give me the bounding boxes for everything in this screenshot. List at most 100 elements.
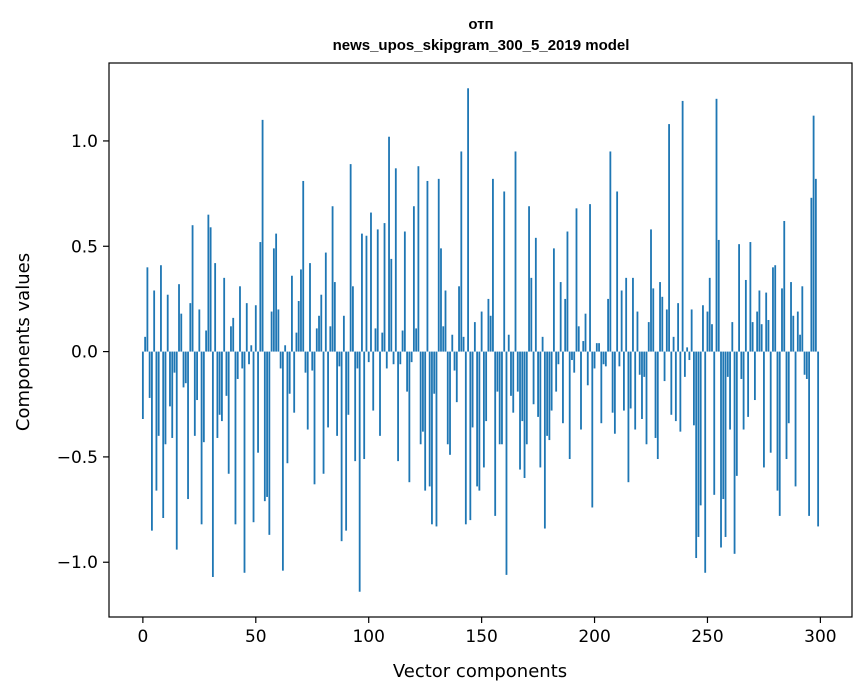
bar xyxy=(331,206,334,352)
bar xyxy=(309,263,311,352)
bar xyxy=(155,351,158,491)
bar xyxy=(284,345,287,352)
bar xyxy=(494,351,497,516)
bar xyxy=(397,351,399,462)
bar xyxy=(300,269,302,352)
bar xyxy=(589,204,591,352)
bar xyxy=(729,351,731,430)
bar xyxy=(564,298,567,352)
bar xyxy=(455,351,458,403)
bar xyxy=(424,351,427,491)
bar xyxy=(555,351,558,392)
bar xyxy=(810,197,813,352)
bar xyxy=(345,351,348,531)
bar xyxy=(584,313,587,352)
bar xyxy=(758,290,761,352)
bar xyxy=(449,351,451,455)
bar xyxy=(767,319,770,352)
bar xyxy=(410,351,413,363)
chart-subtitle: news_upos_skipgram_300_5_2019 model xyxy=(333,37,630,54)
bar xyxy=(751,322,754,352)
bar xyxy=(489,315,492,352)
bar xyxy=(769,351,772,453)
bar xyxy=(711,324,713,352)
bar xyxy=(699,351,702,506)
bar xyxy=(408,351,411,483)
bar xyxy=(744,279,747,352)
bar xyxy=(363,351,366,460)
bar xyxy=(390,258,393,352)
bar xyxy=(248,351,250,365)
bar xyxy=(295,332,298,352)
bar xyxy=(313,351,316,485)
bar xyxy=(157,351,160,436)
bar xyxy=(146,267,149,352)
bar xyxy=(460,151,463,352)
y-axis-ticks: −1.0 −0.5 0.0 0.5 1.0 xyxy=(57,132,109,573)
bar xyxy=(482,351,485,468)
bar xyxy=(595,343,598,352)
bar xyxy=(790,282,792,352)
bar xyxy=(702,305,704,352)
bar xyxy=(209,227,212,352)
bar xyxy=(781,288,783,352)
bar xyxy=(485,351,488,422)
bar xyxy=(311,351,314,371)
bar xyxy=(376,229,379,352)
bar xyxy=(214,263,217,352)
bars-group xyxy=(141,88,820,592)
y-tick-label: 0.5 xyxy=(71,237,98,257)
bar xyxy=(803,351,806,375)
bar xyxy=(814,178,817,352)
bar xyxy=(333,282,336,352)
bar xyxy=(182,351,185,388)
bar xyxy=(480,311,483,352)
bar xyxy=(272,248,275,352)
bar xyxy=(501,351,503,445)
bar xyxy=(354,351,357,462)
bar xyxy=(679,351,682,432)
bar xyxy=(774,265,777,352)
bar xyxy=(715,98,718,352)
bar xyxy=(365,235,368,352)
bar xyxy=(652,288,655,352)
bar xyxy=(686,347,689,352)
x-axis-ticks: 0 50 100 150 200 250 300 xyxy=(137,617,837,647)
bar xyxy=(406,351,409,392)
bar xyxy=(361,233,363,352)
bar xyxy=(254,305,257,352)
bar xyxy=(394,168,397,352)
chart-title: отп xyxy=(468,16,493,33)
bar xyxy=(268,351,271,535)
bar xyxy=(293,351,296,413)
bar xyxy=(507,334,510,352)
bar xyxy=(609,151,612,352)
bar xyxy=(801,286,804,352)
bar xyxy=(627,351,630,483)
bar xyxy=(541,336,544,352)
bar xyxy=(218,351,221,415)
bar xyxy=(632,277,634,352)
bar xyxy=(620,290,623,352)
bar xyxy=(189,303,192,352)
bar xyxy=(512,351,515,413)
bar xyxy=(562,351,564,424)
bar xyxy=(205,330,208,352)
bar xyxy=(523,351,526,478)
bar xyxy=(453,351,456,371)
bar xyxy=(636,311,639,352)
bar xyxy=(582,341,585,352)
bar xyxy=(638,351,641,375)
bar xyxy=(367,351,370,363)
bar xyxy=(492,178,494,352)
bar xyxy=(196,351,198,401)
bar xyxy=(654,351,657,438)
bar xyxy=(216,351,219,438)
bar xyxy=(234,351,237,525)
bar xyxy=(514,151,517,352)
bar xyxy=(153,290,156,352)
x-tick-label: 250 xyxy=(691,627,723,647)
bar xyxy=(593,351,596,369)
bar xyxy=(724,351,727,537)
bar xyxy=(663,351,666,382)
